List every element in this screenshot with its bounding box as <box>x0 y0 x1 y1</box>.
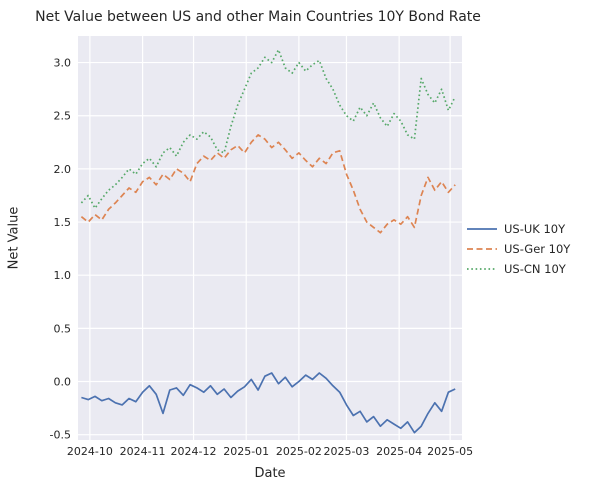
x-tick-label: 2024-10 <box>67 445 113 458</box>
legend-label: US-UK 10Y <box>504 222 566 236</box>
legend-label: US-CN 10Y <box>504 262 566 276</box>
legend-item: US-UK 10Y <box>467 222 570 236</box>
y-tick-label: 1.0 <box>54 269 72 282</box>
x-tick-label: 2025-04 <box>376 445 422 458</box>
x-tick-label: 2024-11 <box>120 445 166 458</box>
axes-background <box>78 36 462 440</box>
y-tick-label: 2.0 <box>54 163 72 176</box>
y-tick-label: 1.5 <box>54 216 72 229</box>
x-tick-label: 2025-01 <box>223 445 269 458</box>
y-axis-label: Net Value <box>6 206 22 270</box>
x-tick-label: 2025-05 <box>427 445 473 458</box>
legend: US-UK 10Y US-Ger 10Y US-CN 10Y <box>467 222 570 276</box>
legend-item: US-Ger 10Y <box>467 242 570 256</box>
series-line-us-uk-10y <box>81 372 456 434</box>
y-tick-label: 0.0 <box>54 376 72 389</box>
series-line-us-cn-10y <box>80 48 456 210</box>
legend-line-sample <box>467 248 497 250</box>
legend-line-sample <box>467 228 497 230</box>
x-tick-label: 2025-02 <box>276 445 322 458</box>
y-tick-label: 3.0 <box>54 57 72 70</box>
x-tick-label: 2024-12 <box>171 445 217 458</box>
x-axis-label: Date <box>254 466 286 481</box>
chart-title: Net Value between US and other Main Coun… <box>35 9 481 25</box>
y-tick-label: -0.5 <box>50 429 71 442</box>
legend-label: US-Ger 10Y <box>504 242 571 256</box>
series-line-us-ger-10y <box>80 134 456 234</box>
legend-item: US-CN 10Y <box>467 262 570 276</box>
legend-line-sample <box>467 268 497 270</box>
x-tick-label: 2025-03 <box>323 445 369 458</box>
y-tick-label: 0.5 <box>54 322 72 335</box>
y-tick-label: 2.5 <box>54 110 72 123</box>
